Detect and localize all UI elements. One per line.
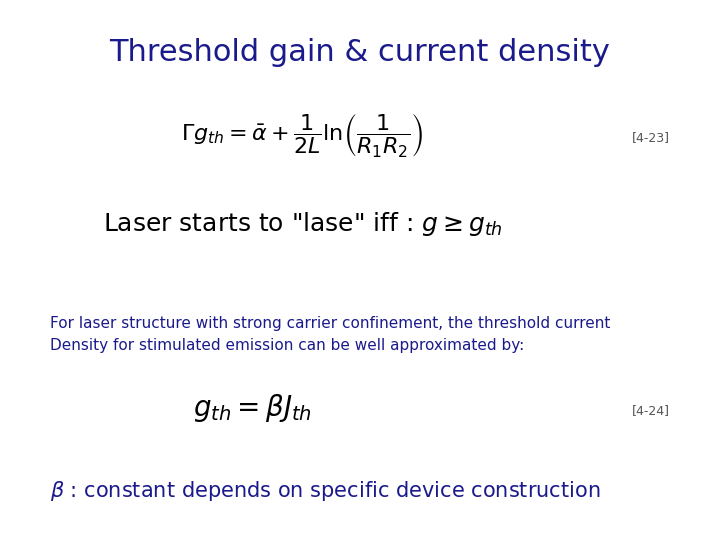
Text: For laser structure with strong carrier confinement, the threshold current
Densi: For laser structure with strong carrier … bbox=[50, 316, 611, 353]
Text: [4-23]: [4-23] bbox=[631, 131, 670, 144]
Text: [4-24]: [4-24] bbox=[631, 404, 670, 417]
Text: $\Gamma g_{th} = \bar{\alpha} + \dfrac{1}{2L} \ln\!\left( \dfrac{1}{R_1 R_2} \ri: $\Gamma g_{th} = \bar{\alpha} + \dfrac{1… bbox=[181, 111, 424, 159]
Text: $g_{th} = \beta J_{th}$: $g_{th} = \beta J_{th}$ bbox=[192, 392, 312, 424]
Text: Threshold gain & current density: Threshold gain & current density bbox=[109, 38, 611, 67]
Text: Laser starts to "lase" iff : $g \geq g_{th}$: Laser starts to "lase" iff : $g \geq g_{… bbox=[102, 210, 503, 238]
Text: $\beta$ : constant depends on specific device construction: $\beta$ : constant depends on specific d… bbox=[50, 480, 601, 503]
